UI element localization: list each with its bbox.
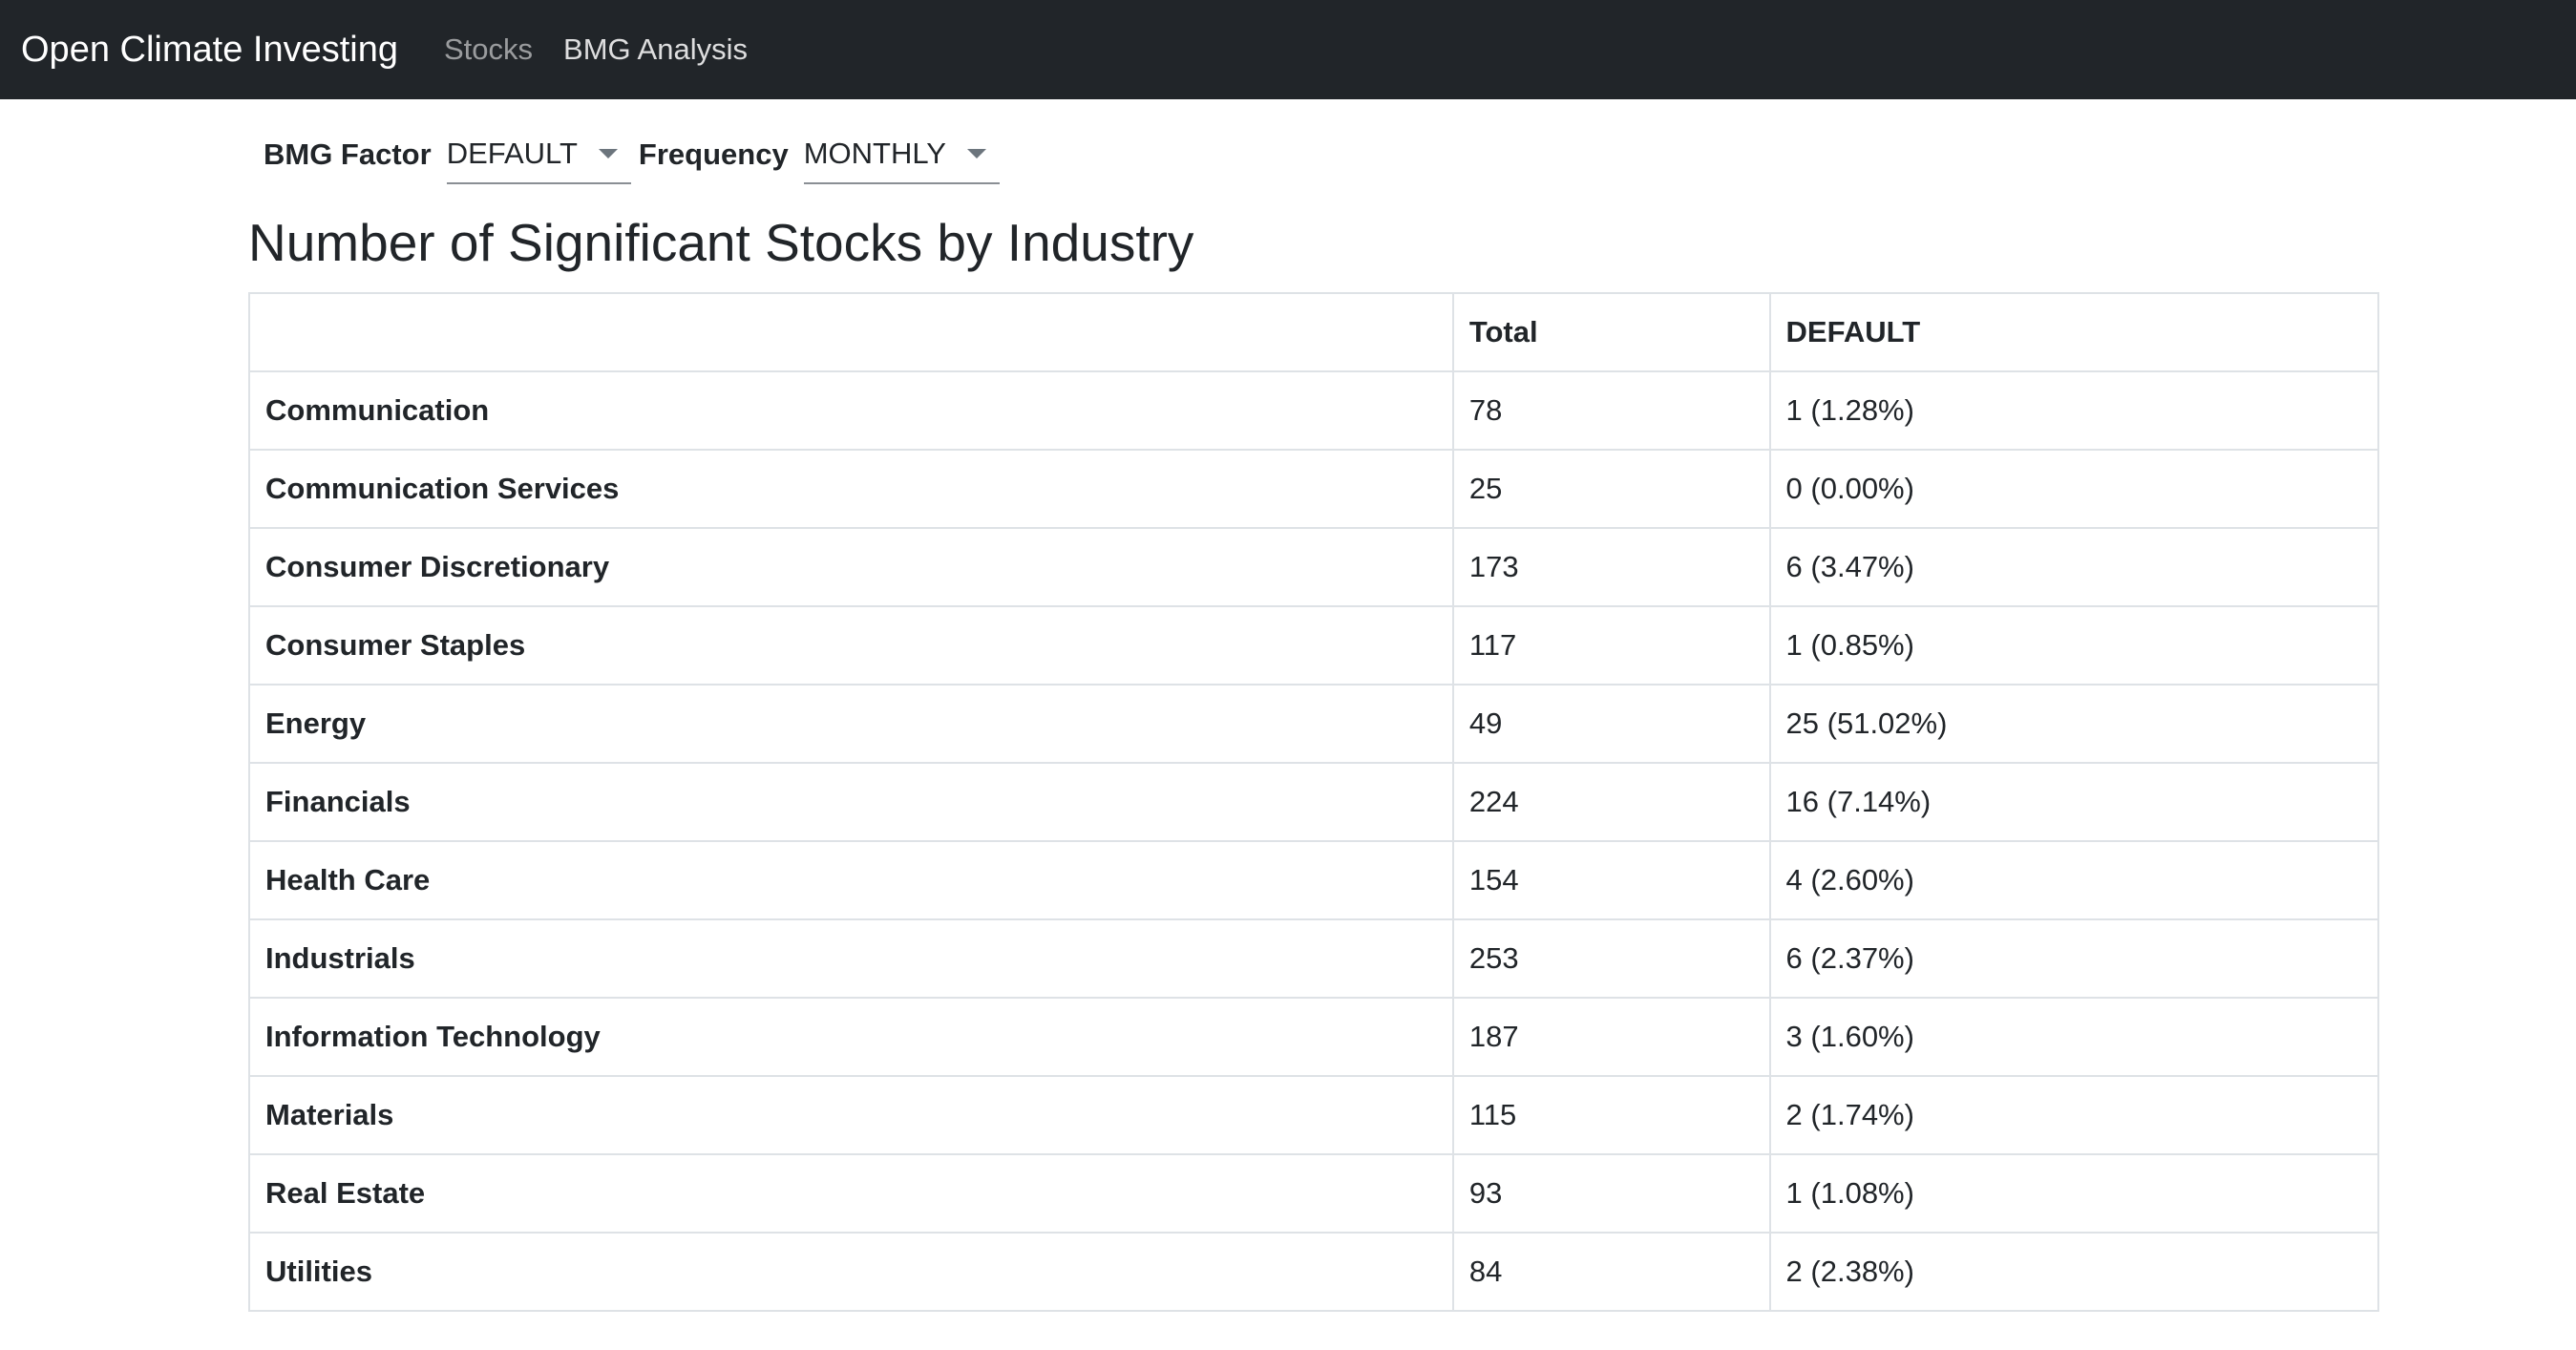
header-default: DEFAULT	[1768, 292, 2380, 372]
nav-link-bmg-analysis[interactable]: BMG Analysis	[563, 32, 748, 66]
industry-cell: Financials	[248, 762, 1454, 842]
total-cell: 25	[1451, 449, 1771, 529]
industry-cell: Energy	[248, 684, 1454, 764]
industry-cell: Industrials	[248, 918, 1454, 999]
default-cell: 1 (1.08%)	[1768, 1153, 2380, 1234]
industry-cell: Communication Services	[248, 449, 1454, 529]
table-row: Health Care 154 4 (2.60%)	[248, 840, 2380, 920]
chevron-down-icon	[598, 149, 618, 158]
industry-table: Total DEFAULT Communication 78 1 (1.28%) Co…	[248, 292, 2380, 1312]
industry-cell: Consumer Staples	[248, 605, 1454, 686]
nav-link-stocks[interactable]: Stocks	[443, 32, 534, 66]
default-cell: 6 (3.47%)	[1768, 527, 2380, 607]
filter-bar: BMG Factor DEFAULT Frequency MONTHLY	[248, 99, 2379, 191]
industry-cell: Communication	[248, 370, 1454, 451]
table-row: Consumer Discretionary 173 6 (3.47%)	[248, 527, 2380, 607]
table-row: Communication Services 25 0 (0.00%)	[248, 449, 2380, 529]
default-cell: 0 (0.00%)	[1768, 449, 2380, 529]
default-cell: 4 (2.60%)	[1768, 840, 2380, 920]
table-body: Communication 78 1 (1.28%) Communication Se…	[248, 370, 2380, 1312]
bmg-factor-label: BMG Factor	[264, 137, 432, 171]
industry-cell: Consumer Discretionary	[248, 527, 1454, 607]
total-cell: 117	[1451, 605, 1771, 686]
industry-cell: Materials	[248, 1075, 1454, 1155]
industry-cell: Health Care	[248, 840, 1454, 920]
total-cell: 173	[1451, 527, 1771, 607]
table-row: Materials 115 2 (1.74%)	[248, 1075, 2380, 1155]
chevron-down-icon	[966, 149, 986, 158]
default-cell: 1 (0.85%)	[1768, 605, 2380, 686]
total-cell: 49	[1451, 684, 1771, 764]
brand-link[interactable]: Open Climate Investing	[21, 29, 398, 70]
header-total: Total	[1451, 292, 1771, 372]
header-industry	[248, 292, 1454, 372]
total-cell: 78	[1451, 370, 1771, 451]
frequency-label: Frequency	[638, 137, 789, 171]
table-header-row: Total DEFAULT	[248, 292, 2380, 372]
page-title: Number of Significant Stocks by Industry	[248, 213, 1194, 272]
navbar: Open Climate Investing Stocks BMG Analys…	[0, 0, 2576, 99]
bmg-factor-value: DEFAULT	[446, 137, 578, 170]
table-row: Industrials 253 6 (2.37%)	[248, 918, 2380, 999]
main-content: BMG Factor DEFAULT Frequency MONTHLY Num…	[248, 99, 2380, 1312]
default-cell: 2 (1.74%)	[1768, 1075, 2380, 1155]
table-row: Financials 224 16 (7.14%)	[248, 762, 2380, 842]
default-cell: 1 (1.28%)	[1768, 370, 2380, 451]
table-row: Information Technology 187 3 (1.60%)	[248, 997, 2380, 1077]
default-cell: 25 (51.02%)	[1768, 684, 2380, 764]
industry-cell: Real Estate	[248, 1153, 1454, 1234]
table-row: Utilities 84 2 (2.38%)	[248, 1232, 2380, 1312]
total-cell: 253	[1451, 918, 1771, 999]
total-cell: 115	[1451, 1075, 1771, 1155]
table-row: Communication 78 1 (1.28%)	[248, 370, 2380, 451]
default-cell: 2 (2.38%)	[1768, 1232, 2380, 1312]
total-cell: 84	[1451, 1232, 1771, 1312]
total-cell: 93	[1451, 1153, 1771, 1234]
table-row: Energy 49 25 (51.02%)	[248, 684, 2380, 764]
industry-cell: Utilities	[248, 1232, 1454, 1312]
bmg-factor-select[interactable]: DEFAULT	[446, 125, 631, 184]
default-cell: 6 (2.37%)	[1768, 918, 2380, 999]
default-cell: 3 (1.60%)	[1768, 997, 2380, 1077]
frequency-select[interactable]: MONTHLY	[803, 125, 1000, 184]
table-row: Real Estate 93 1 (1.08%)	[248, 1153, 2380, 1234]
industry-cell: Information Technology	[248, 997, 1454, 1077]
frequency-value: MONTHLY	[803, 137, 946, 170]
total-cell: 224	[1451, 762, 1771, 842]
total-cell: 154	[1451, 840, 1771, 920]
default-cell: 16 (7.14%)	[1768, 762, 2380, 842]
total-cell: 187	[1451, 997, 1771, 1077]
table-row: Consumer Staples 117 1 (0.85%)	[248, 605, 2380, 686]
